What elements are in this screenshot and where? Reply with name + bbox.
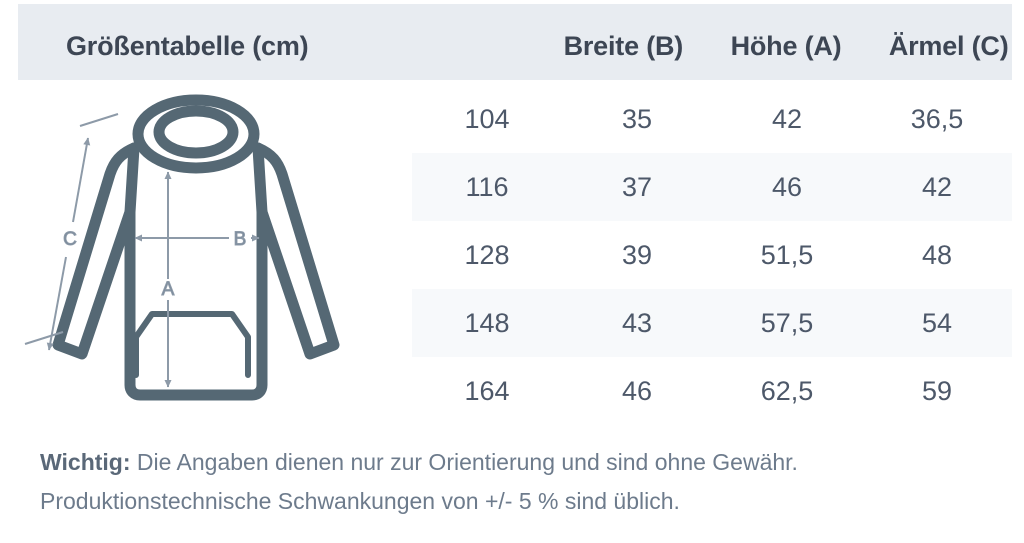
cell-aermel: 42 (921, 171, 953, 202)
disclaimer-label: Wichtig: (40, 449, 131, 475)
cell-breite: 43 (621, 307, 653, 338)
disclaimer-line-1: Die Angaben dienen nur zur Orientierung … (130, 449, 798, 475)
cell-breite: 37 (621, 171, 653, 202)
table-row: 128 39 51,5 48 (412, 221, 1012, 289)
cell-size: 128 (464, 239, 510, 270)
cell-size: 116 (465, 171, 509, 202)
cell-hoehe: 51,5 (760, 239, 814, 270)
dimension-label-b: B (234, 229, 247, 250)
disclaimer-note: Wichtig: Die Angaben dienen nur zur Orie… (40, 443, 1000, 521)
table-row: 116 37 46 42 (412, 153, 1012, 221)
hoodie-illustration: C B A (22, 92, 412, 437)
table-row: 148 43 57,5 54 (412, 289, 1012, 357)
dimension-label-a: A (162, 279, 175, 300)
table-row: 164 46 62,5 59 (412, 357, 1012, 425)
cell-hoehe: 46 (771, 171, 803, 202)
cell-hoehe: 57,5 (760, 307, 814, 338)
dimension-a: A (161, 171, 175, 388)
table-header-band: Größentabelle (cm) Breite (B) Höhe (A) Ä… (18, 4, 1012, 80)
size-table-body: 104 35 42 36,5 116 37 46 42 128 39 51,5 … (412, 85, 1012, 425)
hoodie-shape-icon (52, 94, 340, 401)
cell-hoehe: 62,5 (760, 375, 814, 406)
page-title: Größentabelle (cm) (66, 31, 309, 61)
cell-breite: 39 (621, 239, 653, 270)
pocket-shape-icon (133, 311, 251, 378)
cell-size: 104 (464, 103, 510, 134)
cell-size: 148 (464, 307, 510, 338)
cell-breite: 35 (621, 103, 653, 134)
dimension-c: C (24, 113, 119, 351)
cell-aermel: 54 (921, 307, 953, 338)
cell-breite: 46 (621, 375, 653, 406)
dimension-b: B (134, 229, 260, 251)
dimension-label-c: C (63, 229, 77, 250)
column-headers: Breite (B) Höhe (A) Ärmel (C) (430, 31, 1024, 65)
column-header-hoehe: Höhe (A) (730, 31, 842, 61)
cell-aermel: 36,5 (910, 103, 964, 134)
cell-size: 164 (464, 375, 510, 406)
cell-hoehe: 42 (771, 103, 803, 134)
column-header-aermel: Ärmel (C) (888, 31, 1009, 61)
disclaimer-line-2: Produktionstechnische Schwankungen von +… (40, 488, 680, 514)
column-header-breite: Breite (B) (563, 31, 684, 61)
table-row: 104 35 42 36,5 (412, 85, 1012, 153)
cell-aermel: 48 (921, 239, 953, 270)
cell-aermel: 59 (921, 375, 953, 406)
column-header-size (430, 31, 542, 65)
